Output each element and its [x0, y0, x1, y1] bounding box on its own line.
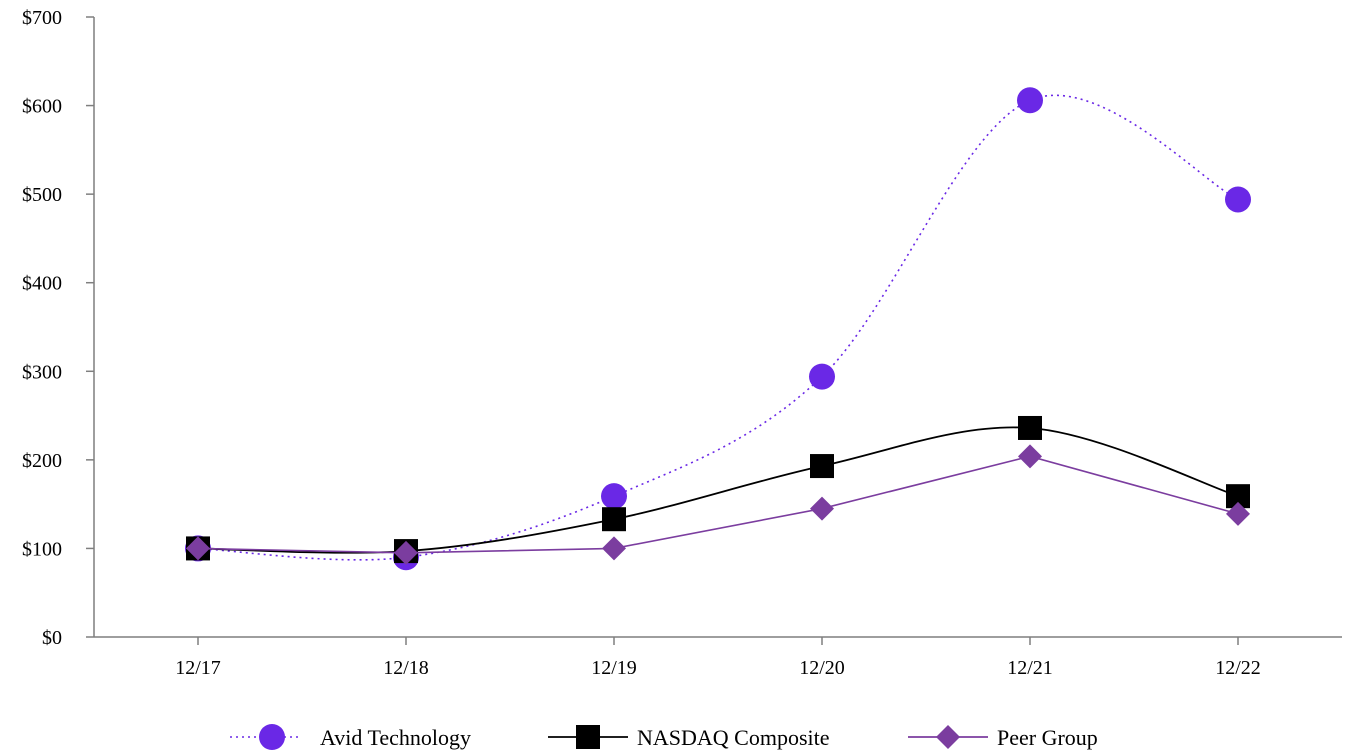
legend-label: Peer Group	[997, 725, 1098, 750]
y-tick-label: $400	[22, 273, 62, 295]
data-point-nasdaq-composite	[602, 507, 626, 532]
x-tick-label: 12/17	[175, 657, 221, 679]
data-point-avid-technology	[601, 483, 627, 510]
data-point-avid-technology	[809, 363, 835, 390]
data-point-nasdaq-composite	[810, 454, 834, 479]
legend-item-nasdaq-composite: NASDAQ Composite	[548, 725, 830, 750]
x-axis: 12/17 12/18 12/19 12/20 12/21 12/22	[94, 636, 1342, 679]
x-tick-label: 12/18	[383, 657, 429, 679]
y-tick-label: $100	[22, 538, 62, 560]
legend-marker	[259, 724, 285, 750]
data-point-avid-technology	[1017, 87, 1043, 114]
series-line-nasdaq-composite	[197, 426, 1239, 554]
legend-marker	[576, 725, 600, 749]
y-tick-label: $500	[22, 184, 62, 206]
y-tick-label: $200	[22, 450, 62, 472]
data-point-peer-group	[1226, 501, 1250, 526]
y-tick-label: $300	[22, 361, 62, 383]
legend-label: Avid Technology	[320, 725, 471, 750]
series-line-peer-group	[197, 455, 1239, 554]
legend: Avid Technology NASDAQ Composite Peer Grou…	[230, 724, 1098, 750]
legend-item-avid-technology: Avid Technology	[230, 724, 471, 750]
series-avid-technology	[185, 87, 1251, 571]
series-line-avid-technology	[197, 94, 1239, 561]
series-layer	[185, 87, 1251, 571]
data-point-peer-group	[810, 496, 834, 521]
data-point-peer-group	[186, 536, 210, 561]
x-tick-label: 12/21	[1007, 657, 1053, 679]
y-axis: $0 $100 $200 $300 $400 $500 $600 $700	[22, 7, 95, 649]
x-tick-label: 12/19	[591, 657, 637, 679]
data-point-peer-group	[394, 540, 418, 565]
legend-label: NASDAQ Composite	[637, 725, 830, 750]
series-nasdaq-composite	[186, 415, 1250, 564]
data-point-avid-technology	[1225, 186, 1251, 213]
y-tick-label: $700	[22, 7, 62, 29]
series-peer-group	[186, 444, 1250, 565]
data-point-peer-group	[602, 536, 626, 561]
y-tick-label: $600	[22, 96, 62, 118]
x-tick-label: 12/22	[1215, 657, 1261, 679]
legend-marker	[936, 725, 960, 749]
data-point-nasdaq-composite	[1018, 415, 1042, 440]
legend-item-peer-group: Peer Group	[908, 725, 1098, 750]
y-tick-label: $0	[42, 627, 62, 649]
x-tick-label: 12/20	[799, 657, 845, 679]
data-point-peer-group	[1018, 444, 1042, 469]
